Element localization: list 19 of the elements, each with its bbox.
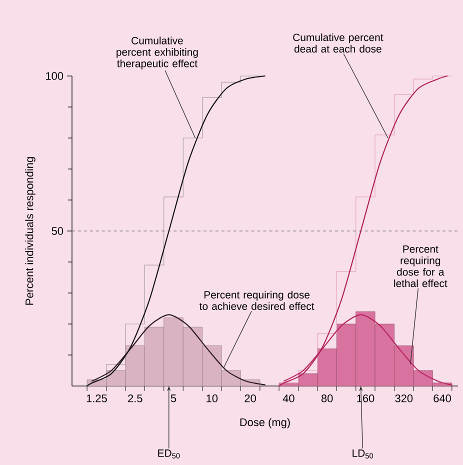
annotation: Percent requiring dose to achieve desired effect (200, 290, 314, 310)
annotation: LD$_{50}$ (352, 450, 374, 458)
y-axis-title: Percent individuals responding (25, 157, 36, 305)
annotation: Percent requiring dose for a lethal effect (394, 245, 448, 288)
x-tick-label: 20 (244, 394, 256, 402)
x-tick-label: 40 (282, 394, 294, 402)
annotation: Cumulative percent dead at each dose (293, 33, 384, 53)
x-tick-label: 10 (206, 394, 218, 402)
x-tick-label: 5 (170, 394, 176, 402)
annotation: Cumulative percent exhibiting therapeutic effect (116, 36, 198, 70)
y-tick-label: 100 (46, 72, 64, 80)
x-tick-label: 640 (434, 394, 451, 402)
annotation: ED$_{50}$ (158, 450, 180, 458)
x-tick-label: 80 (321, 394, 333, 402)
x-tick-label: 2.5 (128, 394, 142, 402)
x-tick-label: 1.25 (86, 394, 107, 402)
y-tick-label: 50 (52, 227, 64, 235)
x-tick-label: 320 (395, 394, 413, 402)
x-axis-title: Dose (mg) (240, 418, 290, 428)
